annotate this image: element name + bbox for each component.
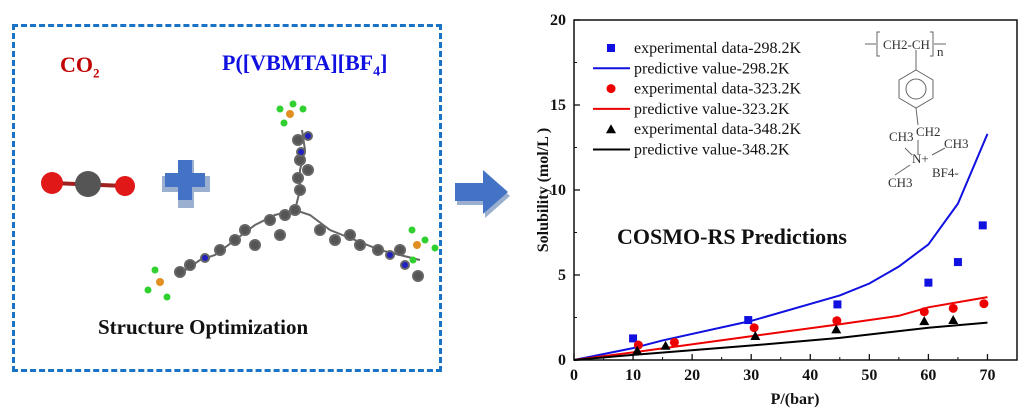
legend-label: predictive value-348.2K	[634, 142, 790, 159]
chart-annotation: COSMO-RS Predictions	[617, 224, 847, 249]
data-point	[924, 278, 933, 287]
legend: experimental data-298.2K predictive value…	[593, 40, 801, 159]
legend-marker	[606, 124, 616, 134]
legend-label: experimental data-298.2K	[634, 40, 801, 57]
y-axis-label: Solubility (mol/L )	[535, 128, 552, 252]
data-point	[749, 323, 759, 333]
y-tick-label: 10	[550, 182, 566, 199]
svg-text:CH2-CH: CH2-CH	[883, 37, 930, 52]
svg-text:n: n	[937, 44, 944, 59]
svg-text:CH3: CH3	[888, 175, 913, 190]
data-point	[953, 258, 962, 267]
x-tick-label: 70	[979, 367, 995, 384]
data-point	[633, 340, 643, 350]
series-line	[573, 296, 988, 361]
data-point	[750, 331, 761, 341]
co2-molecule-icon	[41, 171, 135, 197]
structure-panel	[12, 24, 442, 372]
data-point	[948, 315, 959, 325]
polymer-structure-inset: CH2-CH n CH2 CH3 CH3 CH3 N+ BF4-	[865, 31, 969, 190]
svg-text:CH3: CH3	[889, 129, 914, 144]
svg-text:CH2: CH2	[916, 124, 941, 139]
data-point	[629, 334, 638, 343]
y-tick-label: 5	[558, 267, 566, 284]
y-tick-label: 0	[558, 352, 566, 369]
structure-optimization-caption: Structure Optimization	[98, 315, 309, 339]
x-tick-label: 40	[802, 367, 818, 384]
legend-marker	[606, 84, 616, 94]
data-point	[660, 340, 671, 350]
data-point	[832, 316, 842, 326]
svg-text:CH3: CH3	[944, 136, 969, 151]
data-point	[833, 300, 842, 309]
data-point	[632, 345, 643, 355]
x-axis-label: P/(bar)	[771, 391, 820, 408]
polymer-label: P([VBMTA][BF4]	[222, 50, 388, 80]
data-point	[978, 221, 987, 230]
x-tick-label: 50	[861, 367, 877, 384]
solubility-chart: 0 10 20 30 40 50 60 70 0 5 10 15 20 P/(bar) Solubili…	[535, 12, 1018, 408]
x-tick-label: 0	[570, 367, 578, 384]
data-point	[948, 303, 958, 313]
data-point	[919, 316, 930, 326]
x-tick-label: 10	[625, 367, 641, 384]
co2-label: CO2	[60, 52, 100, 81]
x-tick-label: 20	[684, 367, 700, 384]
arrow-right-icon	[455, 170, 510, 218]
legend-label: predictive value-323.2K	[634, 101, 790, 118]
x-tick-label: 60	[920, 367, 936, 384]
legend-label: experimental data-348.2K	[634, 121, 801, 138]
y-tick-label: 15	[550, 97, 566, 114]
x-tick-label: 30	[743, 367, 759, 384]
y-tick-label: 20	[550, 12, 566, 29]
data-point	[979, 299, 989, 309]
data-point	[831, 324, 842, 334]
svg-text:N+: N+	[912, 151, 929, 166]
polymer-molecule-icon	[144, 100, 439, 301]
data-point	[744, 316, 753, 325]
svg-text:BF4-: BF4-	[932, 165, 959, 180]
series-line	[573, 321, 988, 361]
data-point	[669, 337, 679, 347]
legend-label: experimental data-323.2K	[634, 81, 801, 98]
legend-marker	[607, 44, 615, 52]
legend-label: predictive value-298.2K	[634, 60, 790, 77]
plus-icon	[162, 160, 210, 208]
series-line	[573, 133, 989, 361]
